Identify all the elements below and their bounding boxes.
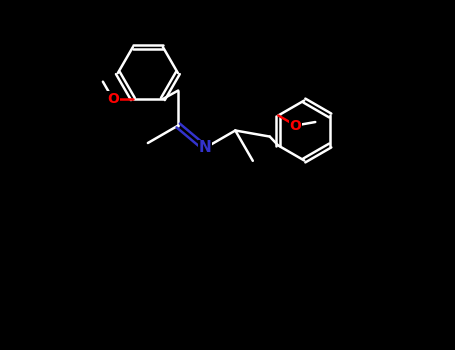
Text: N: N	[199, 140, 212, 155]
Text: O: O	[290, 119, 302, 133]
Text: O: O	[107, 92, 119, 106]
